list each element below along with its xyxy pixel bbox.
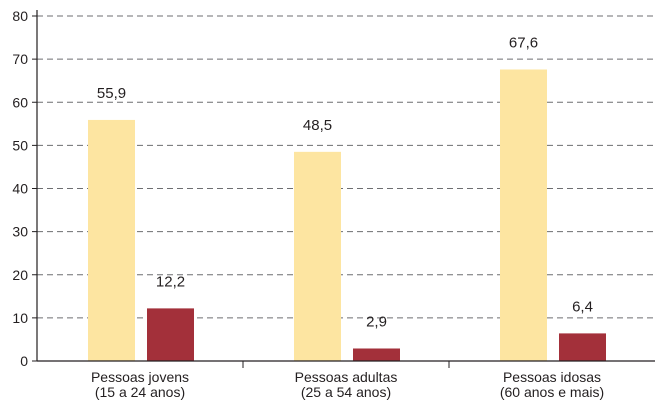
bar-2-3 [559,333,606,361]
y-tick-label-70: 70 [12,51,28,67]
category-label-1-line-2: (15 a 24 anos) [95,384,185,400]
axes [32,10,655,368]
y-tick-label-20: 20 [12,267,28,283]
y-tick-label-0: 0 [20,353,28,369]
data-label-1-3: 67,6 [509,34,538,51]
category-label-1-line-1: Pessoas jovens [91,369,189,385]
x-category-labels: Pessoas jovens(15 a 24 anos) Pessoas adul… [91,369,604,400]
y-tick-label-80: 80 [12,8,28,24]
bar-2-2 [353,348,400,361]
y-tick-label-30: 30 [12,224,28,240]
category-label-2-line-1: Pessoas adultas [295,369,398,385]
y-tick-label-10: 10 [12,310,28,326]
y-tick-labels: 0 10 20 30 40 50 60 70 80 [12,8,28,369]
y-tick-label-50: 50 [12,137,28,153]
bar-2-1 [147,308,194,361]
y-tick-label-60: 60 [12,94,28,110]
data-label-1-1: 55,9 [97,85,126,102]
bars [88,69,606,362]
bar-1-1 [88,119,135,362]
data-label-1-2: 48,5 [303,117,332,134]
data-labels: 55,9 12,2 48,5 2,9 67,6 6,4 [97,34,593,330]
data-label-2-3: 6,4 [572,298,593,315]
y-tick-label-40: 40 [12,181,28,197]
bar-1-2 [294,151,341,361]
category-label-2-line-2: (25 a 54 anos) [301,384,391,400]
grid-lines [37,15,655,319]
category-label-3-line-2: (60 anos e mais) [500,384,604,400]
bar-1-3 [500,69,547,361]
data-label-2-2: 2,9 [366,313,387,330]
category-label-3-line-1: Pessoas idosas [503,369,601,385]
data-label-2-1: 12,2 [156,273,185,290]
